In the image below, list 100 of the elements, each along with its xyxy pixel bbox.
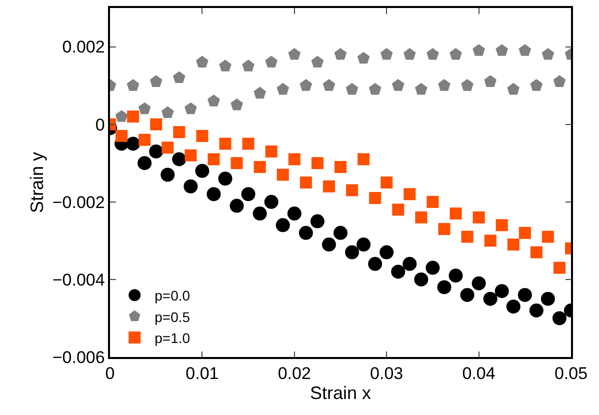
point	[264, 194, 278, 209]
point	[356, 238, 371, 252]
point	[507, 238, 520, 251]
point	[150, 75, 162, 87]
point	[138, 134, 151, 146]
point	[172, 71, 186, 84]
point	[265, 56, 278, 68]
point	[450, 208, 462, 220]
point	[241, 187, 256, 202]
y-tick-label: −0.004	[52, 270, 105, 290]
point	[311, 56, 324, 68]
point	[276, 168, 289, 181]
point	[518, 288, 532, 302]
point	[380, 48, 393, 60]
x-tick-label: 0.04	[462, 364, 496, 384]
point	[484, 234, 496, 247]
point	[218, 172, 232, 186]
point	[472, 44, 485, 56]
y-axis-title: Strain y	[27, 152, 48, 214]
point	[173, 126, 186, 138]
point	[310, 214, 324, 228]
point	[162, 142, 174, 154]
point	[184, 149, 197, 162]
point	[358, 153, 370, 166]
point	[404, 188, 416, 200]
point	[369, 192, 382, 204]
y-tick-label: −0.006	[52, 348, 105, 367]
point	[426, 48, 439, 60]
point	[414, 272, 428, 286]
point	[252, 206, 267, 221]
point	[287, 206, 302, 221]
point	[415, 211, 428, 224]
point	[219, 60, 232, 72]
point	[219, 138, 232, 150]
point	[438, 79, 450, 91]
point	[116, 130, 128, 142]
point	[322, 180, 335, 192]
point	[542, 48, 554, 60]
point	[391, 264, 406, 279]
point	[506, 300, 520, 314]
point	[461, 79, 474, 91]
point	[415, 82, 428, 95]
point	[150, 118, 162, 130]
point	[438, 223, 450, 236]
point	[380, 176, 393, 188]
point	[127, 110, 140, 123]
point	[507, 82, 520, 95]
point	[530, 79, 543, 91]
point	[472, 276, 486, 290]
point	[196, 130, 208, 142]
point	[288, 48, 301, 60]
point	[208, 153, 220, 166]
point	[357, 52, 370, 64]
legend-label: p=1.0	[154, 330, 190, 346]
point	[230, 157, 243, 170]
point	[334, 48, 347, 60]
point	[160, 168, 175, 182]
point	[518, 226, 531, 239]
point	[461, 230, 474, 243]
point	[345, 245, 360, 260]
point	[126, 136, 140, 151]
point	[494, 284, 509, 298]
point	[529, 303, 544, 318]
point	[334, 226, 348, 240]
point	[242, 138, 254, 150]
point	[265, 145, 278, 158]
y-tick-label: 0.002	[62, 38, 105, 57]
point	[206, 187, 221, 202]
point	[161, 106, 174, 118]
point	[542, 230, 554, 243]
x-tick-label: 0.01	[186, 364, 219, 384]
point	[149, 144, 164, 158]
point	[230, 198, 244, 213]
point	[496, 219, 508, 232]
point	[196, 56, 208, 68]
y-tick-label: −0.002	[52, 192, 105, 212]
point	[518, 44, 532, 56]
point	[380, 245, 394, 260]
point	[426, 260, 440, 275]
point	[288, 153, 300, 166]
point	[552, 311, 566, 326]
point	[276, 82, 290, 95]
point	[540, 292, 555, 306]
x-tick-label: 0.02	[278, 364, 311, 384]
point	[437, 280, 452, 294]
point	[553, 75, 566, 87]
point	[472, 211, 485, 224]
x-tick-label: 0.05	[554, 364, 588, 384]
point	[254, 86, 266, 99]
point	[208, 94, 220, 106]
legend-label: p=0.5	[154, 308, 190, 325]
point	[530, 246, 542, 258]
point	[368, 256, 382, 271]
point	[483, 292, 498, 306]
point	[126, 79, 140, 91]
point	[392, 79, 404, 91]
point	[298, 226, 313, 240]
point	[138, 156, 152, 170]
point	[172, 152, 186, 166]
point	[184, 102, 197, 114]
